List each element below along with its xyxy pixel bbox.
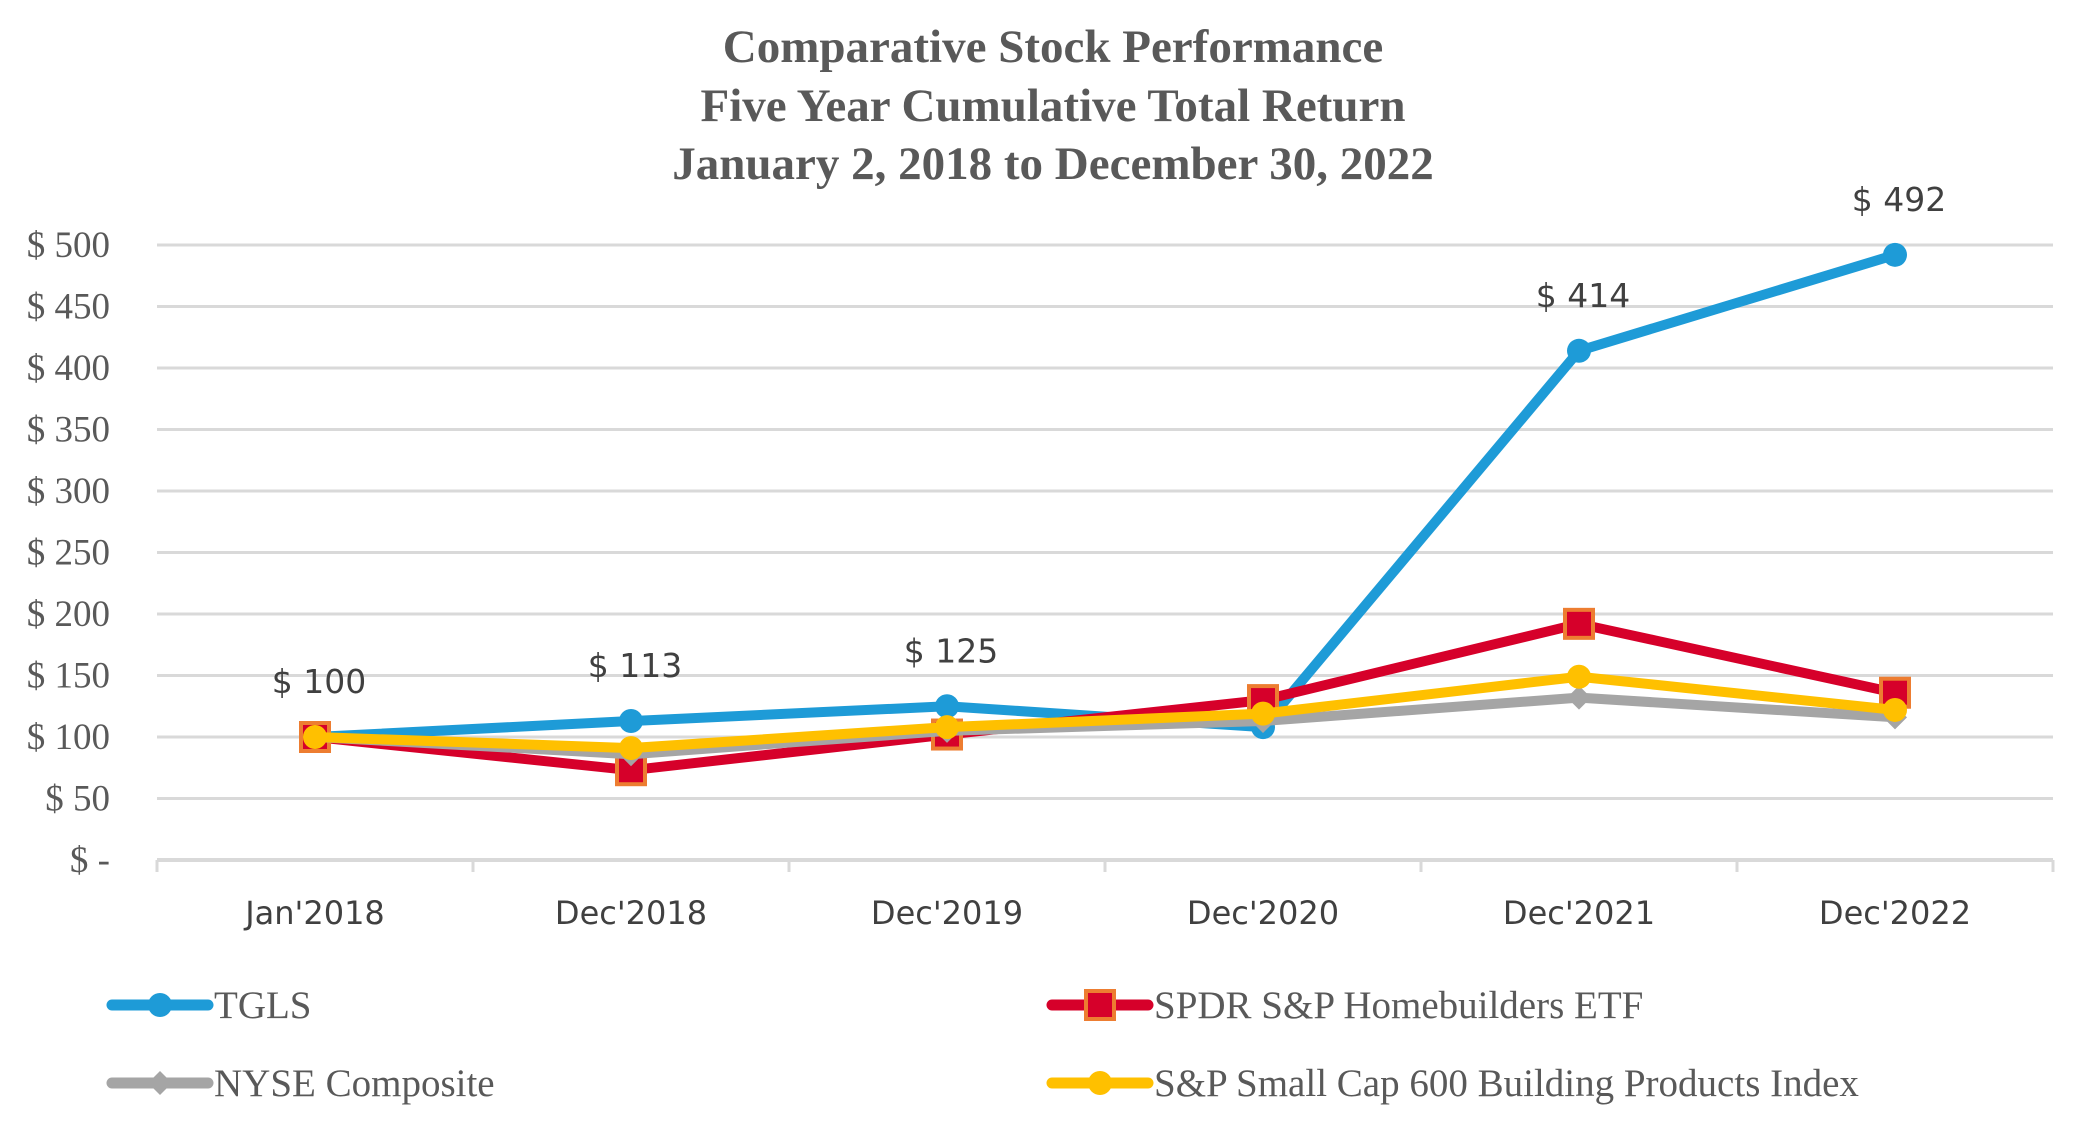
data-point-marker <box>619 709 643 734</box>
series-spdr-s-p-homebuilders-etf <box>299 607 1911 787</box>
x-tick-label: Dec'2022 <box>1819 894 1971 932</box>
data-label: $ 100 <box>272 662 366 701</box>
title-line-1: Comparative Stock Performance <box>723 21 1383 73</box>
series-line <box>314 671 1896 754</box>
y-tick-label: $ 300 <box>27 471 110 512</box>
x-tick-label: Jan'2018 <box>243 894 385 932</box>
data-point-marker <box>935 715 959 740</box>
data-label: $ 492 <box>1852 180 1946 219</box>
data-point-marker <box>1084 989 1116 1021</box>
series-line <box>314 250 1897 742</box>
x-axis: Jan'2018 Dec'2018 Dec'2019 Dec'2020 Dec'2021… <box>155 860 2055 932</box>
chart-title: Comparative Stock Performance Five Year … <box>672 21 1433 190</box>
legend-label: S&P Small Cap 600 Building Products Inde… <box>1154 1062 1859 1105</box>
gridlines <box>157 243 2053 862</box>
y-tick-label: $ 200 <box>27 594 110 635</box>
legend-label: TGLS <box>214 984 312 1027</box>
y-tick-label: $ 50 <box>45 779 110 820</box>
data-point-marker <box>1251 701 1275 726</box>
y-tick-label: $ 400 <box>27 348 110 389</box>
series-s-p-small-cap-600-building-products-index <box>303 664 1907 761</box>
legend-label: SPDR S&P Homebuilders ETF <box>1154 984 1643 1027</box>
y-tick-label: $ 100 <box>27 717 110 758</box>
data-point-marker <box>1883 697 1907 722</box>
y-axis-tick-labels: $ - $ 50 $ 100 $ 150 $ 200 $ 250 $ 300 $ 350 $ 4… <box>27 225 110 881</box>
data-label: $ 125 <box>904 631 998 670</box>
data-point-marker <box>935 694 959 719</box>
data-point-marker <box>1088 1071 1112 1095</box>
data-point-marker <box>303 725 327 749</box>
title-line-2: Five Year Cumulative Total Return <box>701 80 1406 132</box>
data-point-marker <box>148 1071 172 1095</box>
y-tick-label: $ 500 <box>27 225 110 266</box>
x-tick-label: Dec'2020 <box>1187 894 1339 932</box>
y-tick-label: $ 350 <box>27 410 110 451</box>
data-point-marker <box>1567 664 1591 689</box>
y-tick-label: $ 450 <box>27 287 110 328</box>
x-tick-label: Dec'2018 <box>555 894 707 932</box>
y-tick-label: $ 150 <box>27 656 110 697</box>
data-label: $ 414 <box>1536 276 1630 315</box>
data-point-marker <box>1567 685 1591 710</box>
y-tick-label: $ 250 <box>27 533 110 574</box>
data-point-marker <box>148 993 172 1017</box>
legend-label: NYSE Composite <box>214 1062 495 1105</box>
legend-item: TGLS <box>106 984 312 1027</box>
legend-item: NYSE Composite <box>106 1062 495 1105</box>
data-point-marker <box>1567 338 1591 363</box>
series-lines <box>299 242 1911 787</box>
series-line <box>314 692 1896 760</box>
title-line-3: January 2, 2018 to December 30, 2022 <box>672 138 1433 190</box>
y-tick-label: $ - <box>70 840 110 881</box>
legend: TGLS SPDR S&P Homebuilders ETF NYSE Compos… <box>106 984 1859 1105</box>
data-point-marker <box>619 736 643 761</box>
series-tgls <box>303 242 1907 749</box>
data-labels: $ 100 $ 113 $ 125 $ 414 $ 492 <box>272 180 1946 701</box>
data-label: $ 113 <box>588 646 682 685</box>
x-tick-label: Dec'2021 <box>1503 894 1655 932</box>
data-point-marker <box>1883 242 1907 267</box>
legend-item: S&P Small Cap 600 Building Products Inde… <box>1046 1062 1859 1105</box>
x-tick-label: Dec'2019 <box>871 894 1023 932</box>
data-point-marker <box>1563 607 1595 640</box>
legend-item: SPDR S&P Homebuilders ETF <box>1046 984 1643 1027</box>
